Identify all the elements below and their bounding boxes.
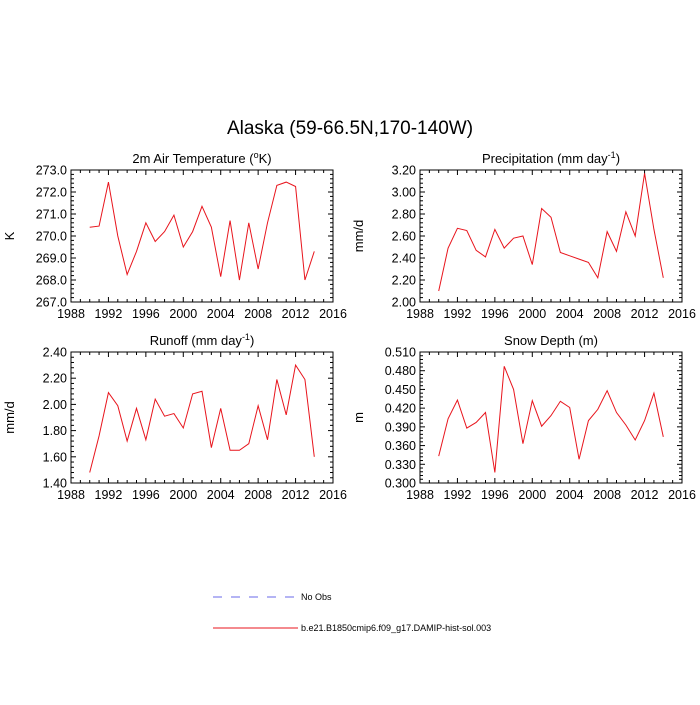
y-tick-label: 0.420 bbox=[385, 402, 416, 416]
series-line-air-temperature bbox=[89, 181, 315, 281]
x-tick-label: 2016 bbox=[319, 488, 347, 502]
x-tick-label: 2016 bbox=[319, 307, 347, 321]
panel-title-text-end: K) bbox=[259, 151, 272, 166]
panel-title-superscript: o bbox=[254, 150, 259, 160]
panel-title-superscript: -1 bbox=[242, 332, 250, 342]
y-tick-label: 268.0 bbox=[36, 274, 67, 288]
x-tick-label: 2012 bbox=[631, 488, 659, 502]
y-tick-label: 1.80 bbox=[43, 424, 67, 438]
x-tick-label: 2008 bbox=[593, 488, 621, 502]
y-tick-label: 2.60 bbox=[392, 230, 416, 244]
y-tick-label: 0.390 bbox=[385, 420, 416, 434]
x-tick-label: 2012 bbox=[282, 307, 310, 321]
plot-frame-runoff bbox=[70, 351, 334, 484]
panel-title-air-temperature: 2m Air Temperature (oK) bbox=[132, 150, 271, 166]
y-tick-label: 2.80 bbox=[392, 208, 416, 222]
legend-label: b.e21.B1850cmip6.f09_g17.DAMIP-hist-sol.… bbox=[301, 623, 491, 633]
plot-frame-precipitation bbox=[419, 169, 683, 303]
x-tick-label: 1992 bbox=[95, 488, 123, 502]
x-tick-label: 2000 bbox=[518, 488, 546, 502]
x-tick-label: 2016 bbox=[668, 488, 696, 502]
y-tick-label: 0.300 bbox=[385, 477, 416, 491]
y-tick-label: 3.20 bbox=[392, 164, 416, 178]
x-tick-label: 1996 bbox=[132, 488, 160, 502]
y-tick-label: 0.330 bbox=[385, 458, 416, 472]
panel-title-text: Precipitation (mm day bbox=[482, 151, 608, 166]
x-tick-label: 2008 bbox=[244, 307, 272, 321]
y-tick-label: 2.20 bbox=[392, 274, 416, 288]
panel-title-text-end: ) bbox=[616, 151, 620, 166]
x-tick-label: 2000 bbox=[169, 307, 197, 321]
y-tick-label: 271.0 bbox=[36, 208, 67, 222]
panel-title-text: 2m Air Temperature ( bbox=[132, 151, 254, 166]
legend-label: No Obs bbox=[301, 592, 332, 602]
x-tick-label: 1988 bbox=[406, 488, 434, 502]
x-tick-label: 2008 bbox=[593, 307, 621, 321]
x-tick-label: 1996 bbox=[481, 488, 509, 502]
x-tick-label: 1992 bbox=[95, 307, 123, 321]
x-tick-label: 1992 bbox=[444, 488, 472, 502]
series-line-runoff bbox=[89, 363, 315, 473]
y-tick-label: 2.00 bbox=[43, 398, 67, 412]
x-tick-label: 2004 bbox=[556, 307, 584, 321]
x-tick-label: 1996 bbox=[132, 307, 160, 321]
x-tick-label: 2012 bbox=[631, 307, 659, 321]
y-tick-label: 269.0 bbox=[36, 252, 67, 266]
chart-panel-air-temperature: 2m Air Temperature (oK) K 1988 1992 1996 2000… bbox=[2, 150, 347, 321]
series-line-snow-depth bbox=[438, 366, 664, 473]
y-tick-label: 267.0 bbox=[36, 296, 67, 310]
panel-title-runoff: Runoff (mm day-1) bbox=[150, 332, 255, 348]
y-tick-label: 0.480 bbox=[385, 364, 416, 378]
plot-frame-air-temperature bbox=[70, 169, 334, 303]
y-tick-label: 1.40 bbox=[43, 477, 67, 491]
y-tick-label: 1.60 bbox=[43, 450, 67, 464]
y-tick-label: 2.00 bbox=[392, 296, 416, 310]
figure-title: Alaska (59-66.5N,170-140W) bbox=[227, 118, 473, 139]
y-tick-label: 2.40 bbox=[392, 252, 416, 266]
x-tick-label: 2008 bbox=[244, 488, 272, 502]
x-tick-label: 1988 bbox=[406, 307, 434, 321]
chart-panels: 2m Air Temperature (oK) K 1988 1992 1996 2000… bbox=[2, 150, 696, 502]
x-tick-label: 1996 bbox=[481, 307, 509, 321]
panel-title-text-end: ) bbox=[250, 333, 254, 348]
y-tick-label: 0.360 bbox=[385, 439, 416, 453]
x-tick-label: 2000 bbox=[169, 488, 197, 502]
x-tick-label: 1992 bbox=[444, 307, 472, 321]
y-axis-label-precipitation: mm/d bbox=[351, 220, 366, 253]
chart-panel-runoff: Runoff (mm day-1) mm/d 1988 1992 1996 2000 200… bbox=[2, 332, 347, 502]
y-tick-label: 0.450 bbox=[385, 383, 416, 397]
y-axis-label-snow-depth: m bbox=[351, 412, 366, 423]
panel-title-superscript: -1 bbox=[608, 150, 616, 160]
panel-title-text: Snow Depth (m) bbox=[504, 333, 598, 348]
plot-frame-snow-depth bbox=[419, 351, 683, 484]
x-tick-label: 2000 bbox=[518, 307, 546, 321]
x-tick-label: 1988 bbox=[57, 488, 85, 502]
y-tick-label: 272.0 bbox=[36, 186, 67, 200]
series-line-precipitation bbox=[438, 173, 664, 292]
y-tick-label: 270.0 bbox=[36, 230, 67, 244]
x-tick-label: 2004 bbox=[556, 488, 584, 502]
x-tick-label: 2016 bbox=[668, 307, 696, 321]
x-tick-label: 1988 bbox=[57, 307, 85, 321]
panel-title-snow-depth: Snow Depth (m) bbox=[504, 333, 598, 348]
panel-title-precipitation: Precipitation (mm day-1) bbox=[482, 150, 620, 166]
chart-panel-snow-depth: Snow Depth (m) m 1988 1992 1996 2000 2004 2008 2… bbox=[351, 333, 696, 502]
chart-panel-precipitation: Precipitation (mm day-1) mm/d 1988 1992 1996… bbox=[351, 150, 696, 321]
legend: No Obs b.e21.B1850cmip6.f09_g17.DAMIP-his… bbox=[213, 592, 491, 633]
y-axis-label-runoff: mm/d bbox=[2, 401, 17, 434]
y-axis-label-air-temperature: K bbox=[2, 231, 17, 240]
x-tick-label: 2012 bbox=[282, 488, 310, 502]
y-tick-label: 0.510 bbox=[385, 346, 416, 360]
x-tick-label: 2004 bbox=[207, 307, 235, 321]
y-tick-label: 2.40 bbox=[43, 346, 67, 360]
y-tick-label: 2.20 bbox=[43, 372, 67, 386]
y-tick-label: 3.00 bbox=[392, 186, 416, 200]
x-tick-label: 2004 bbox=[207, 488, 235, 502]
y-tick-label: 273.0 bbox=[36, 164, 67, 178]
panel-title-text: Runoff (mm day bbox=[150, 333, 243, 348]
